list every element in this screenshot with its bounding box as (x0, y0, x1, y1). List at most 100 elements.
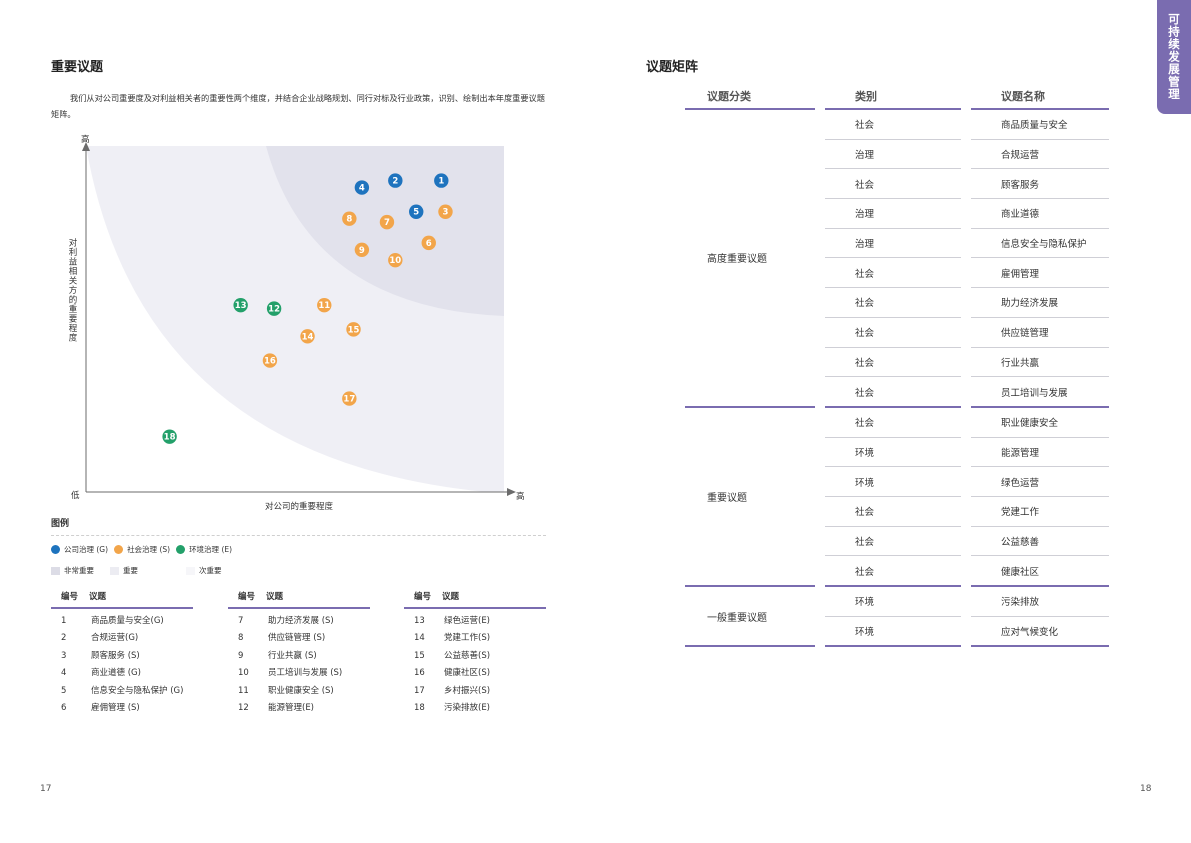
issue-name-cell: 信息安全与隐私保护 (971, 228, 1109, 259)
col-no-header: 编号 (238, 592, 256, 602)
type-cell: 社会 (825, 496, 961, 527)
issue-name-cell: 公益慈善 (971, 526, 1109, 557)
issue-no: 14 (414, 633, 425, 644)
issue-name: 顾客服务 (S) (91, 650, 140, 661)
point-marker (162, 429, 177, 444)
point-9: 9 (354, 242, 370, 257)
point-marker (342, 211, 357, 226)
issue-row: 16 健康社区(S) (404, 665, 546, 682)
type-cell: 环境 (825, 437, 961, 468)
point-6: 6 (421, 235, 436, 251)
region-very-important (266, 146, 504, 316)
type-cell: 社会 (825, 287, 961, 318)
point-marker (409, 204, 424, 219)
point-2: 2 (388, 173, 403, 188)
legend-env: 环境治理 (E) (189, 545, 233, 554)
type-cell: 社会 (825, 347, 961, 378)
legend-title: 图例 (51, 519, 70, 529)
type-cell: 社会 (825, 317, 961, 348)
table-row: 治理 信息安全与隐私保护 (685, 228, 1109, 259)
header-name: 议题名称 (971, 84, 1109, 110)
issue-name: 商业道德 (G) (91, 668, 141, 679)
issue-name: 职业健康安全 (S) (268, 685, 334, 696)
issue-name-cell: 职业健康安全 (971, 406, 1109, 438)
table-row: 环境 绿色运营 (685, 466, 1109, 497)
type-cell: 社会 (825, 109, 961, 140)
point-5: 5 (409, 204, 424, 219)
category-cell: 重要议题 (685, 406, 815, 588)
issue-row: 9 行业共赢 (S) (228, 648, 370, 665)
y-axis-arrow (82, 142, 90, 151)
side-tab-sustainability[interactable]: 可持续发展管理 (1157, 0, 1191, 114)
issue-list-header: 编号 议题 (51, 590, 193, 609)
issue-name: 党建工作(S) (444, 633, 491, 644)
y-axis-label: 对利益相关方的重要程度 (67, 238, 77, 343)
issue-no: 8 (238, 633, 244, 644)
x-axis-label: 对公司的重要程度 (265, 502, 334, 512)
table-row: 社会 顾客服务 (685, 168, 1109, 200)
point-label: 5 (413, 208, 419, 218)
type-cell: 社会 (825, 376, 961, 408)
table-header-row: 议题分类 类别 议题名称 (685, 84, 1109, 110)
issue-row: 12 能源管理(E) (228, 700, 370, 717)
type-cell: 社会 (825, 555, 961, 588)
point-label: 10 (389, 256, 401, 266)
issue-name-cell: 供应链管理 (971, 317, 1109, 348)
col-no-header: 编号 (414, 592, 432, 602)
table-row: 一般重要议题 环境 污染排放 (685, 586, 1109, 648)
point-marker (388, 173, 403, 188)
legend-soc: 社会治理 (S) (127, 545, 171, 554)
issue-row: 5 信息安全与隐私保护 (G) (51, 683, 193, 700)
issue-matrix-table: 议题分类 类别 议题名称 高度重要议题 社会 商品质量与安全 治理 合规运营 社会 顾客服务… (685, 84, 1109, 648)
issue-no: 17 (414, 685, 425, 696)
issue-name: 能源管理(E) (268, 702, 315, 713)
point-marker (379, 214, 395, 230)
issue-no: 7 (238, 616, 244, 626)
issue-no: 2 (61, 633, 67, 644)
issue-name: 绿色运营(E) (444, 616, 491, 626)
point-14: 14 (300, 329, 315, 344)
point-17: 17 (342, 391, 357, 406)
legend-divider (51, 535, 546, 536)
legend-imp: 重要 (123, 566, 138, 575)
issue-no: 6 (61, 702, 67, 713)
table-row: 社会 公益慈善 (685, 526, 1109, 557)
page-number-left: 17 (40, 784, 52, 794)
legend-gov: 公司治理 (G) (64, 545, 109, 554)
issue-name: 健康社区(S) (444, 668, 491, 679)
table-row: 环境 能源管理 (685, 437, 1109, 468)
issue-row: 4 商业道德 (G) (51, 665, 193, 682)
point-label: 16 (264, 357, 276, 367)
issue-name-cell: 应对气候变化 (971, 616, 1109, 648)
col-name-header: 议题 (89, 592, 107, 602)
issue-name: 助力经济发展 (S) (268, 616, 334, 626)
point-label: 17 (343, 395, 355, 405)
type-cell: 社会 (825, 406, 961, 438)
issue-list-column: 编号 议题 1 商品质量与安全(G) 2 合规运营(G) 3 顾客服务 (S) 4 商业道德 (G… (51, 590, 193, 717)
point-13: 13 (233, 297, 248, 313)
issue-name-cell: 顾客服务 (971, 168, 1109, 200)
issue-name: 员工培训与发展 (S) (268, 668, 343, 679)
issue-no: 10 (238, 668, 249, 679)
table-row: 治理 商业道德 (685, 198, 1109, 229)
point-1: 1 (434, 173, 449, 188)
point-12: 12 (266, 301, 282, 316)
point-label: 11 (318, 301, 330, 311)
point-10: 10 (388, 252, 403, 268)
issue-row: 1 商品质量与安全(G) (51, 613, 193, 630)
table-row: 社会 健康社区 (685, 555, 1109, 588)
issue-no: 11 (238, 685, 249, 696)
category-cell: 一般重要议题 (685, 586, 815, 648)
issue-name-cell: 污染排放 (971, 586, 1109, 617)
issue-list-header: 编号 议题 (228, 590, 370, 609)
issue-no: 15 (414, 650, 425, 661)
issue-row: 11 职业健康安全 (S) (228, 683, 370, 700)
issue-name-cell: 健康社区 (971, 555, 1109, 588)
page-number-right: 18 (1140, 784, 1152, 794)
type-cell: 治理 (825, 198, 961, 229)
point-marker (266, 301, 282, 316)
table-row: 环境 应对气候变化 (685, 616, 1109, 648)
point-marker (354, 242, 370, 257)
point-label: 6 (426, 239, 432, 249)
